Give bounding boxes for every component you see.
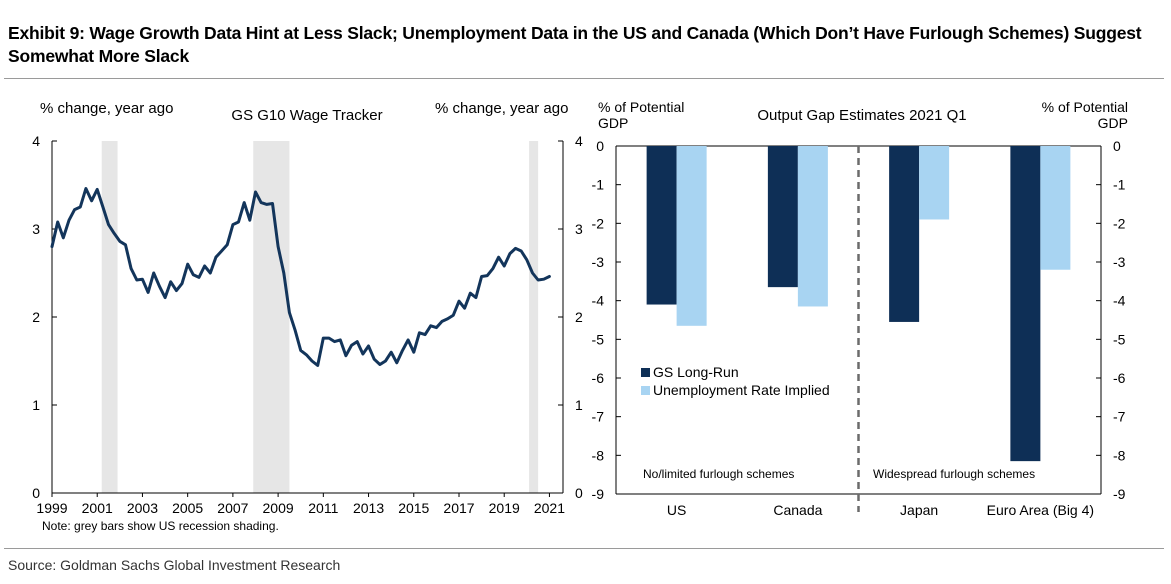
wage-tracker-title: GS G10 Wage Tracker <box>231 107 382 124</box>
top-divider <box>4 78 1164 79</box>
bar-right-axis-label-2: GDP <box>1098 115 1128 131</box>
bar-left-y-tick-label: -2 <box>592 215 605 231</box>
bar-legend: GS Long-Run Unemployment Rate Implied <box>641 364 830 398</box>
x-tick-label: 1999 <box>36 500 67 516</box>
bar-us-unemployment-implied <box>676 146 707 326</box>
bar-canada-gs-long-run <box>767 146 798 288</box>
bottom-divider <box>4 548 1164 549</box>
category-label: Canada <box>773 502 822 518</box>
legend-swatch-gs-long-run <box>641 368 650 377</box>
bar-euro-area-big-4-gs-long-run <box>1010 146 1041 462</box>
left-axis-label: % change, year ago <box>40 100 173 117</box>
left-y-tick-label: 1 <box>32 397 40 413</box>
x-tick-label: 2017 <box>443 500 474 516</box>
right-axis-label: % change, year ago <box>435 100 568 117</box>
bar-right-y-tick-label: -6 <box>1113 370 1126 386</box>
bar-right-y-tick-label: -1 <box>1113 177 1126 193</box>
output-gap-title: Output Gap Estimates 2021 Q1 <box>757 107 966 124</box>
bar-right-y-tick-label: -2 <box>1113 215 1126 231</box>
bar-right-y-tick-label: -5 <box>1113 331 1126 347</box>
bar-japan-gs-long-run <box>889 146 920 322</box>
x-tick-label: 2005 <box>172 500 203 516</box>
bar-right-y-tick-label: -4 <box>1113 293 1126 309</box>
legend-swatch-unemployment <box>641 386 650 395</box>
x-tick-label: 2003 <box>127 500 158 516</box>
bar-left-axis-label-1: % of Potential <box>598 99 684 115</box>
left-y-tick-label: 3 <box>32 221 40 237</box>
bar-left-y-tick-label: 0 <box>596 138 604 154</box>
left-y-tick-label: 4 <box>32 133 40 149</box>
bar-left-y-tick-label: -9 <box>592 486 605 502</box>
legend-label-gs-long-run: GS Long-Run <box>653 364 739 380</box>
bar-left-y-tick-label: -5 <box>592 331 605 347</box>
legend-label-unemployment: Unemployment Rate Implied <box>653 382 830 398</box>
right-y-tick-label: 4 <box>575 133 583 149</box>
x-tick-label: 2009 <box>263 500 294 516</box>
bar-right-y-tick-label: -7 <box>1113 409 1126 425</box>
x-tick-label: 2001 <box>82 500 113 516</box>
wage-tracker-line <box>50 187 551 367</box>
annotation-widespread-furlough: Widespread furlough schemes <box>873 467 1035 481</box>
category-label: Euro Area (Big 4) <box>987 502 1094 518</box>
bar-left-y-tick-label: -3 <box>592 254 605 270</box>
category-label: US <box>667 502 686 518</box>
bar-right-y-tick-label: -8 <box>1113 447 1126 463</box>
recession-note: Note: grey bars show US recession shadin… <box>42 519 279 533</box>
bar-japan-unemployment-implied <box>919 146 950 220</box>
exhibit-title: Exhibit 9: Wage Growth Data Hint at Less… <box>8 23 1142 66</box>
bar-left-y-tick-label: -6 <box>592 370 605 386</box>
left-y-tick-label: 2 <box>32 309 40 325</box>
right-y-tick-label: 1 <box>575 397 583 413</box>
bar-right-y-tick-label: -3 <box>1113 254 1126 270</box>
bar-canada-unemployment-implied <box>797 146 828 307</box>
bar-right-y-tick-label: 0 <box>1113 138 1121 154</box>
recession-bar-2 <box>529 141 539 493</box>
x-tick-label: 2015 <box>398 500 429 516</box>
x-tick-label: 2021 <box>534 500 565 516</box>
bar-left-y-tick-label: -1 <box>592 177 605 193</box>
bar-left-axis-label-2: GDP <box>598 115 628 131</box>
bar-left-y-tick-label: -8 <box>592 447 605 463</box>
source-note: Source: Goldman Sachs Global Investment … <box>8 557 341 573</box>
category-label: Japan <box>900 502 938 518</box>
x-tick-label: 2011 <box>308 500 338 516</box>
x-tick-label: 2007 <box>217 500 248 516</box>
annotation-no-furlough: No/limited furlough schemes <box>643 467 794 481</box>
x-tick-label: 2013 <box>353 500 384 516</box>
bar-euro-area-big-4-unemployment-implied <box>1040 146 1071 270</box>
bar-left-y-tick-label: -7 <box>592 409 605 425</box>
right-y-tick-label: 3 <box>575 221 583 237</box>
x-tick-label: 2019 <box>489 500 520 516</box>
right-y-tick-label: 2 <box>575 309 583 325</box>
left-y-tick-label: 0 <box>32 485 40 501</box>
right-y-tick-label: 0 <box>575 485 583 501</box>
bar-us-gs-long-run <box>646 146 677 305</box>
recession-bar-0 <box>101 141 118 493</box>
bar-left-y-tick-label: -4 <box>592 293 605 309</box>
bar-right-axis-label-1: % of Potential <box>1042 99 1128 115</box>
bar-right-y-tick-label: -9 <box>1113 486 1126 502</box>
